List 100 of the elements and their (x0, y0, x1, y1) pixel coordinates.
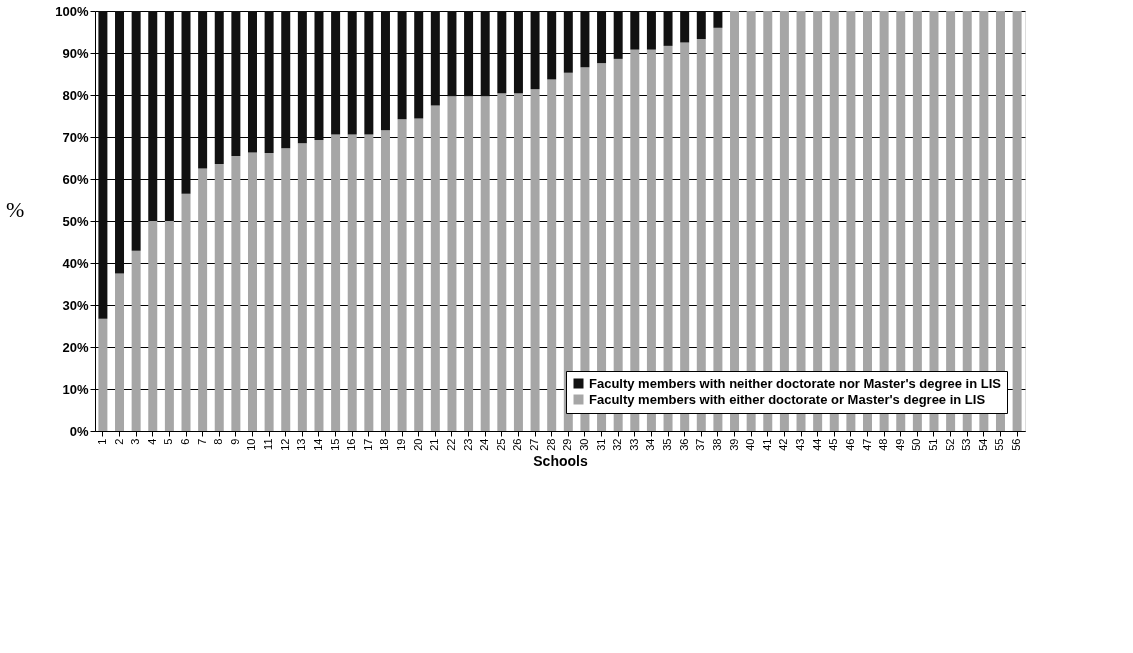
bar (414, 118, 424, 431)
x-tick-label: 45 (827, 438, 840, 451)
x-tick-label: 37 (694, 438, 707, 451)
bar (131, 250, 141, 431)
bar (497, 11, 507, 94)
bar (347, 11, 357, 135)
x-tick-label: 27 (528, 438, 541, 451)
bar (364, 11, 374, 135)
x-tick-label: 7 (195, 438, 208, 445)
x-tick-label: 1 (95, 438, 108, 445)
bar (630, 11, 640, 50)
bar (646, 11, 656, 50)
bar (530, 11, 540, 90)
y-tick-label: 70% (62, 129, 89, 145)
x-tick-label: 24 (478, 438, 491, 451)
x-tick-label: 46 (843, 438, 856, 451)
bar (297, 143, 307, 431)
x-tick-label: 9 (228, 438, 241, 445)
bar (198, 168, 208, 431)
x-tick-label: 56 (1010, 438, 1023, 451)
bar (331, 11, 341, 135)
bar (597, 11, 607, 64)
y-tick-label: 100% (55, 3, 89, 19)
x-tick-label: 6 (179, 438, 192, 445)
bar (430, 105, 440, 431)
bar (464, 96, 474, 431)
y-tick-label: 0% (69, 423, 89, 439)
bar (164, 221, 174, 431)
y-tick-label: 80% (62, 87, 89, 103)
x-tick-label: 54 (976, 438, 989, 451)
bar (347, 134, 357, 431)
bar (314, 139, 324, 431)
y-tick-label: 30% (62, 297, 89, 313)
bar (713, 11, 723, 28)
bar (281, 148, 291, 431)
legend-label: Faculty members with neither doctorate nor Master's degree in LIS (589, 375, 1002, 391)
x-tick-label: 11 (262, 438, 275, 450)
y-tick-label: 20% (62, 339, 89, 355)
bar (663, 11, 673, 46)
x-tick-label: 50 (910, 438, 923, 451)
x-tick-label: 17 (361, 438, 374, 451)
x-tick-label: 30 (577, 438, 590, 451)
x-tick-label: 26 (511, 438, 524, 451)
bar (115, 11, 125, 274)
bar (696, 11, 706, 40)
bar (547, 11, 557, 80)
y-tick-label: 90% (62, 45, 89, 61)
bar (414, 11, 424, 119)
x-tick-label: 31 (594, 438, 607, 451)
x-tick-label: 34 (644, 438, 657, 451)
bar (198, 11, 208, 169)
bar (131, 11, 141, 251)
x-tick-label: 14 (311, 438, 324, 451)
legend-label: Faculty members with either doctorate or Master's degree in LIS (589, 391, 986, 407)
bar (397, 119, 407, 431)
bar (181, 193, 191, 431)
x-tick-label: 10 (245, 438, 258, 451)
x-tick-label: 55 (993, 438, 1006, 451)
bar (98, 318, 108, 431)
bar (530, 89, 540, 431)
bar (580, 11, 590, 68)
bar (480, 96, 490, 431)
bar (563, 72, 573, 431)
x-tick-label: 35 (661, 438, 674, 451)
y-axis-title: % (6, 196, 25, 222)
x-tick-label: 2 (112, 438, 125, 445)
x-tick-label: 38 (710, 438, 723, 451)
bar (563, 11, 573, 73)
bar (447, 96, 457, 431)
x-tick-label: 42 (777, 438, 790, 451)
x-tick-label: 5 (162, 438, 175, 445)
bar (264, 11, 274, 153)
x-tick-label: 40 (744, 438, 757, 451)
bar (98, 11, 108, 319)
x-tick-label: 8 (212, 438, 225, 445)
y-tick-label: 10% (62, 381, 89, 397)
bar (447, 11, 457, 97)
x-tick-label: 23 (461, 438, 474, 451)
x-tick-label: 18 (378, 438, 391, 451)
y-tick-label: 50% (62, 213, 89, 229)
x-tick-label: 21 (428, 438, 441, 451)
x-tick-label: 49 (893, 438, 906, 451)
bar (214, 11, 224, 164)
x-tick-label: 3 (129, 438, 142, 445)
bar (380, 11, 390, 131)
x-tick-label: 15 (328, 438, 341, 451)
x-tick-label: 43 (794, 438, 807, 451)
bar (148, 11, 158, 221)
x-tick-label: 4 (145, 438, 158, 445)
bar (314, 11, 324, 140)
x-tick-label: 22 (444, 438, 457, 451)
x-tick-label: 36 (677, 438, 690, 451)
bar (397, 11, 407, 120)
x-tick-label: 44 (810, 438, 823, 451)
x-axis-title: Schools (533, 452, 588, 469)
bar (380, 130, 390, 431)
x-tick-label: 19 (395, 438, 408, 451)
x-tick-label: 29 (561, 438, 574, 451)
bar (231, 11, 241, 156)
x-tick-label: 12 (278, 438, 291, 451)
